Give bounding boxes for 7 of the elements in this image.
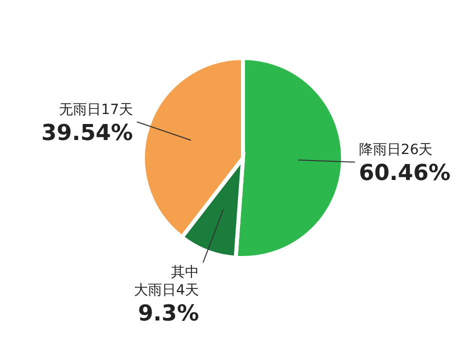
text: 60.46%: [358, 161, 451, 186]
slice-label: 无雨日17天: [59, 102, 133, 118]
data-label: 9.3%: [138, 302, 200, 327]
data-label: 39.54%: [41, 120, 133, 146]
text: 其中: [171, 264, 200, 281]
slice-label: 降雨日26天: [358, 142, 433, 158]
slice-label: 大雨日4天: [134, 282, 200, 299]
